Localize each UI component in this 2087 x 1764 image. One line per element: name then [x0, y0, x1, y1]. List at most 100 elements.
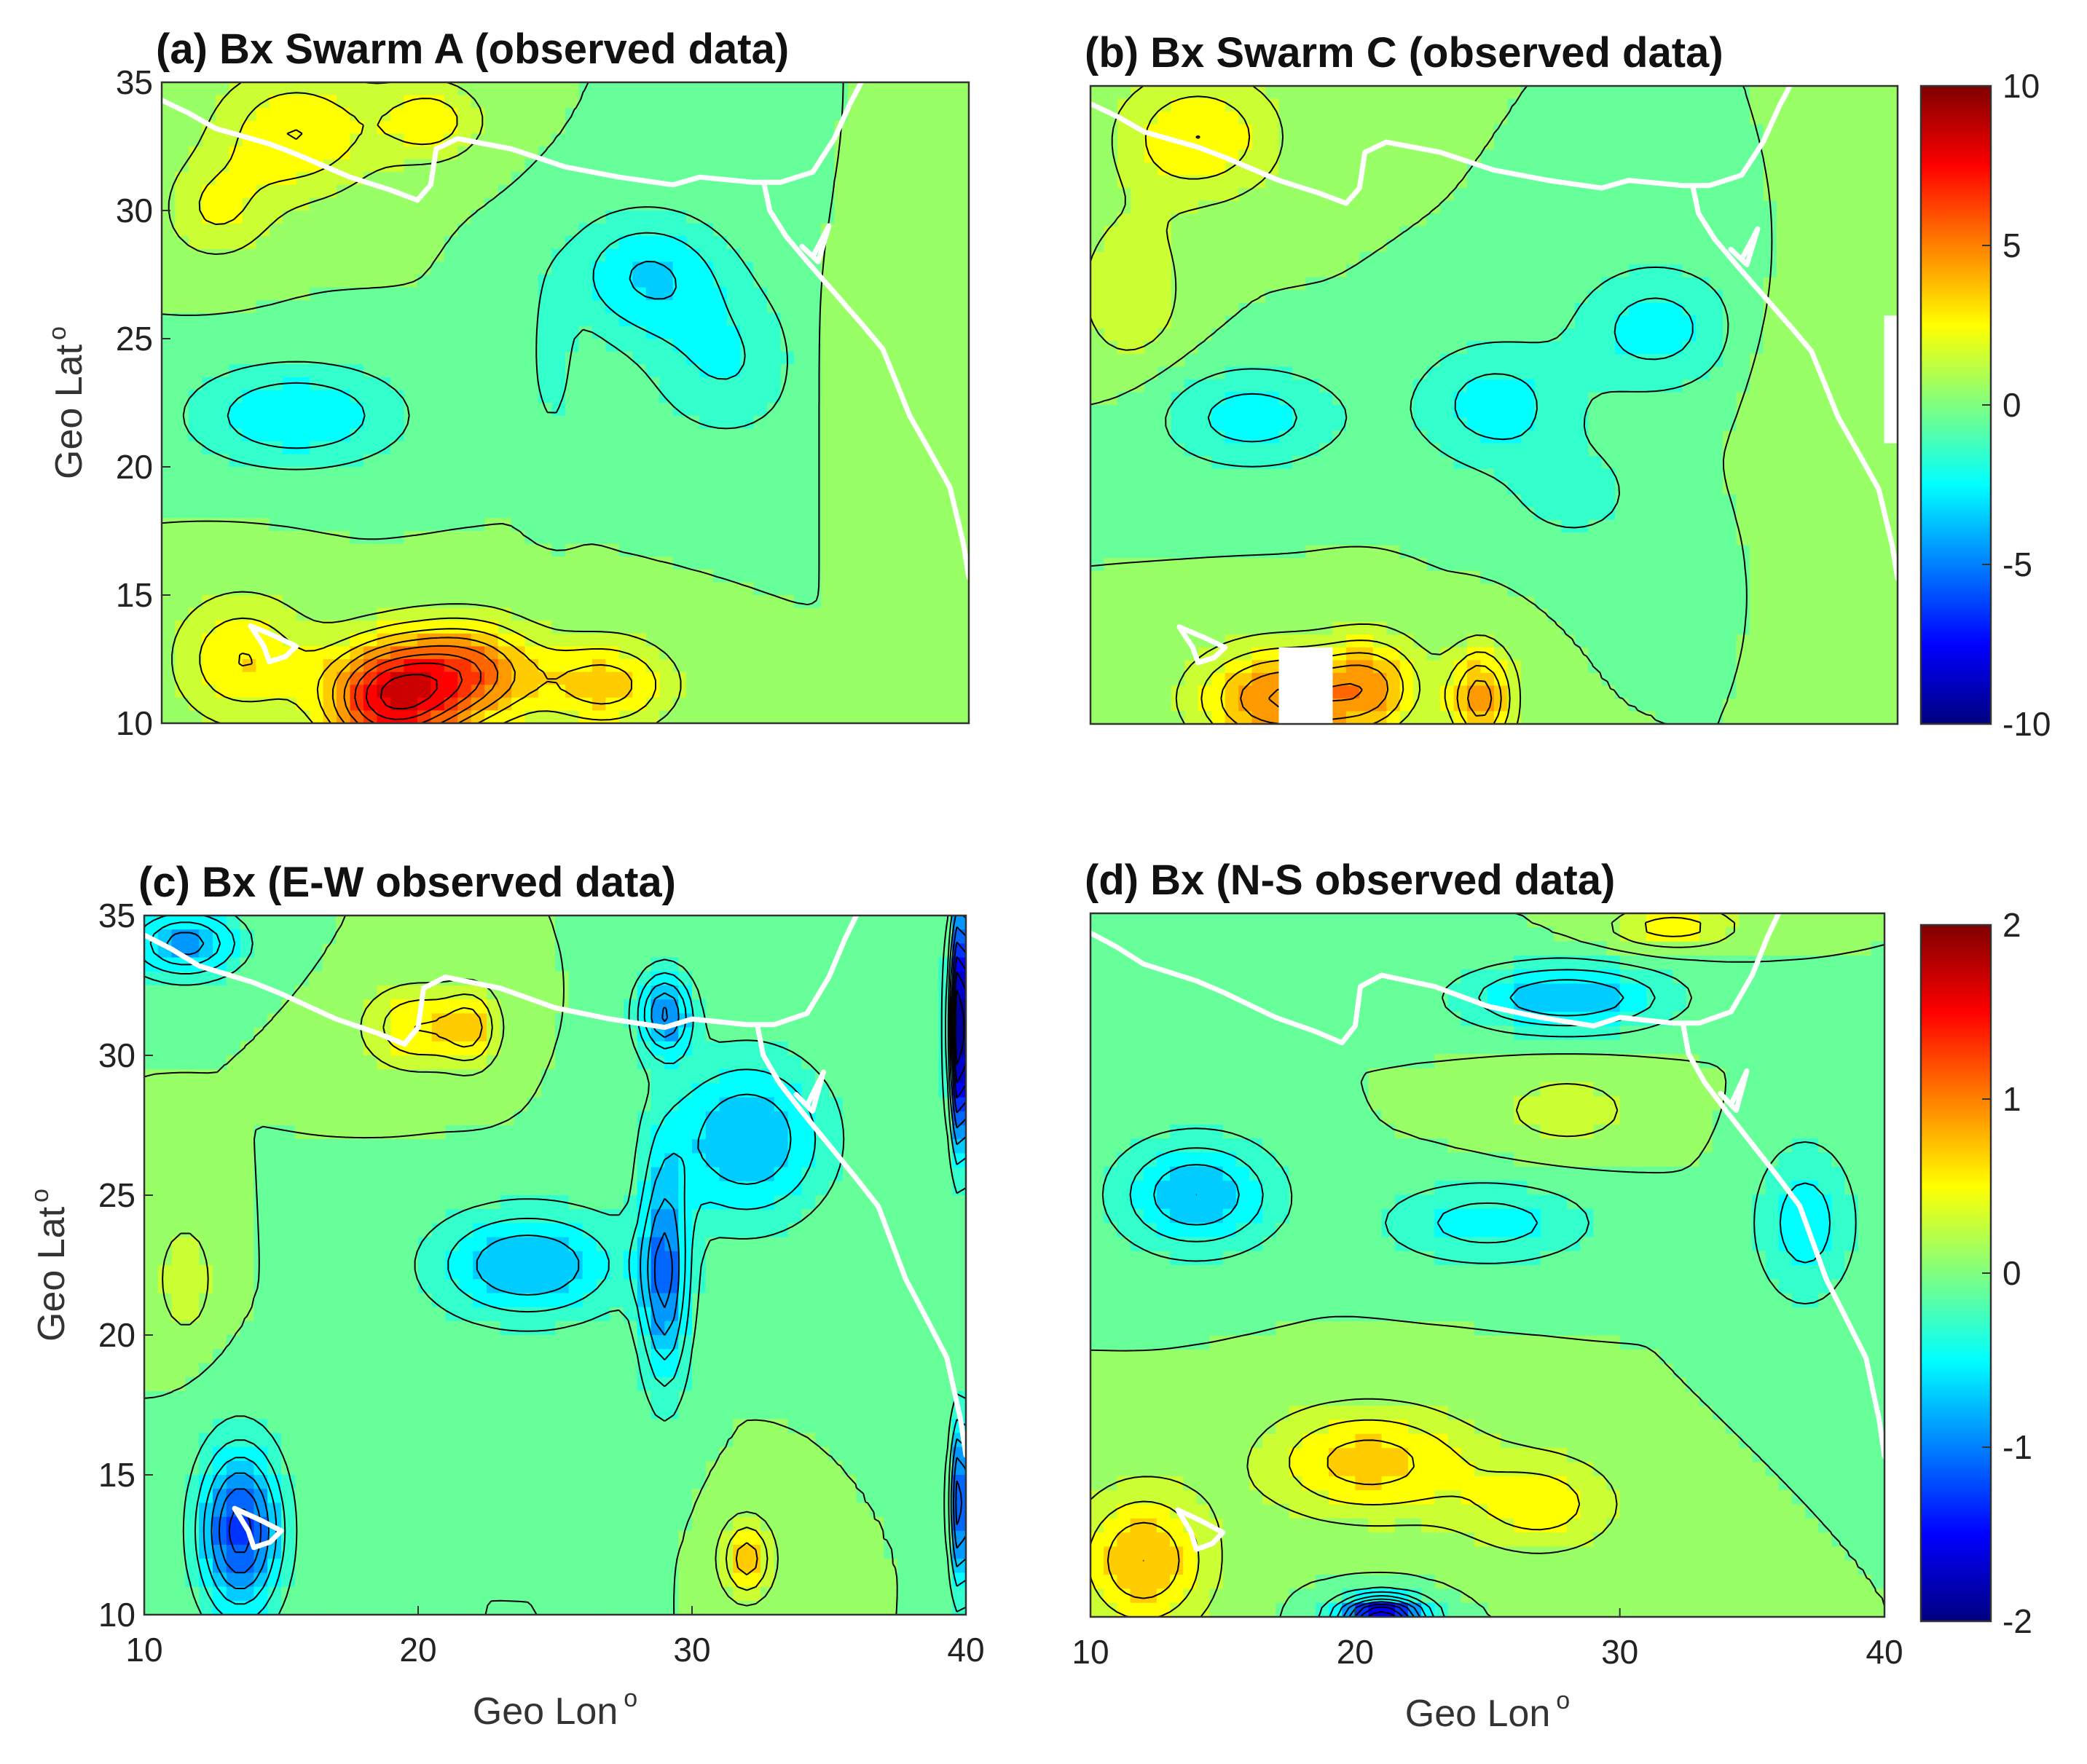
field-cell: [955, 159, 969, 173]
field-cell: [659, 339, 674, 353]
field-cell: [484, 236, 499, 250]
field-cell: [242, 543, 257, 557]
field-cell: [1453, 494, 1468, 508]
field-cell: [807, 569, 822, 583]
field-cell: [524, 633, 539, 647]
field-cell: [431, 633, 445, 647]
field-cell: [1601, 672, 1616, 687]
field-cell: [1251, 494, 1266, 508]
field-cell: [901, 659, 916, 673]
field-cell: [713, 531, 728, 545]
field-cell: [632, 146, 647, 160]
field-cell: [538, 556, 553, 570]
field-cell: [874, 184, 889, 199]
field-cell: [1467, 558, 1482, 572]
field-cell: [1104, 175, 1118, 189]
field-cell: [632, 685, 647, 698]
field-cell: [1574, 353, 1589, 368]
field-cell: [686, 569, 701, 583]
field-cell: [511, 415, 526, 429]
field-cell: [793, 403, 809, 417]
field-cell: [605, 569, 620, 583]
field-cell: [229, 184, 243, 199]
field-cell: [1615, 149, 1630, 163]
field-cell: [323, 351, 337, 365]
field-cell: [390, 120, 405, 135]
field-cell: [942, 223, 956, 237]
field-cell: [551, 685, 566, 698]
field-cell: [1547, 290, 1563, 304]
field-cell: [753, 275, 768, 288]
field-cell: [551, 184, 566, 199]
field-cell: [726, 403, 741, 417]
field-cell: [350, 672, 364, 685]
field-cell: [551, 607, 566, 621]
field-cell: [256, 82, 270, 96]
field-cell: [888, 621, 903, 634]
field-cell: [1534, 188, 1549, 202]
field-cell: [524, 133, 539, 147]
field-cell: [310, 428, 324, 442]
field-cell: [632, 428, 647, 442]
field-cell: [431, 556, 445, 570]
field-cell: [337, 159, 351, 173]
field-cell: [202, 351, 216, 365]
field-cell: [1507, 86, 1522, 100]
field-cell: [1131, 226, 1145, 240]
field-cell: [726, 159, 741, 173]
field-cell: [444, 582, 459, 596]
field-cell: [511, 621, 526, 634]
field-cell: [229, 364, 243, 378]
field-cell: [269, 108, 283, 122]
field-cell: [1225, 341, 1239, 355]
field-cell: [645, 95, 661, 109]
field-cell: [1494, 507, 1509, 521]
field-cell: [1318, 430, 1334, 444]
field-cell: [1413, 341, 1428, 355]
field-cell: [645, 569, 661, 583]
field-cell: [1184, 405, 1199, 419]
field-cell: [162, 120, 176, 135]
field-cell: [591, 120, 607, 135]
field-cell: [1144, 596, 1159, 610]
field-cell: [404, 326, 418, 339]
field-cell: [202, 646, 216, 660]
field-cell: [269, 95, 283, 109]
field-cell: [1305, 392, 1320, 406]
field-cell: [1413, 621, 1428, 636]
field-cell: [1426, 264, 1441, 278]
field-cell: [726, 672, 741, 685]
field-cell: [807, 685, 822, 698]
field-cell: [1359, 290, 1374, 304]
field-cell: [417, 543, 432, 557]
field-cell: [1238, 200, 1253, 214]
field-cell: [1399, 481, 1414, 495]
field-cell: [955, 120, 969, 135]
field-cell: [1359, 456, 1374, 470]
field-cell: [605, 261, 620, 275]
field-cell: [1372, 711, 1388, 724]
field-cell: [1144, 277, 1159, 291]
field-cell: [1494, 468, 1509, 482]
field-cell: [1184, 430, 1199, 444]
field-cell: [1251, 621, 1266, 636]
field-cell: [1507, 634, 1522, 648]
field-cell: [444, 377, 459, 391]
field-cell: [1534, 251, 1549, 266]
field-cell: [1467, 188, 1482, 202]
field-cell: [901, 210, 916, 224]
field-cell: [1238, 481, 1253, 495]
field-cell: [551, 197, 566, 211]
field-cell: [296, 672, 310, 685]
field-cell: [1547, 405, 1563, 419]
field-cell: [1359, 226, 1374, 240]
field-cell: [686, 672, 701, 685]
field-cell: [565, 607, 580, 621]
field-cell: [1386, 519, 1401, 533]
field-cell: [767, 261, 782, 275]
field-cell: [457, 261, 472, 275]
field-cell: [901, 133, 916, 147]
field-cell: [740, 275, 755, 288]
field-cell: [807, 633, 822, 647]
field-cell: [242, 467, 257, 481]
